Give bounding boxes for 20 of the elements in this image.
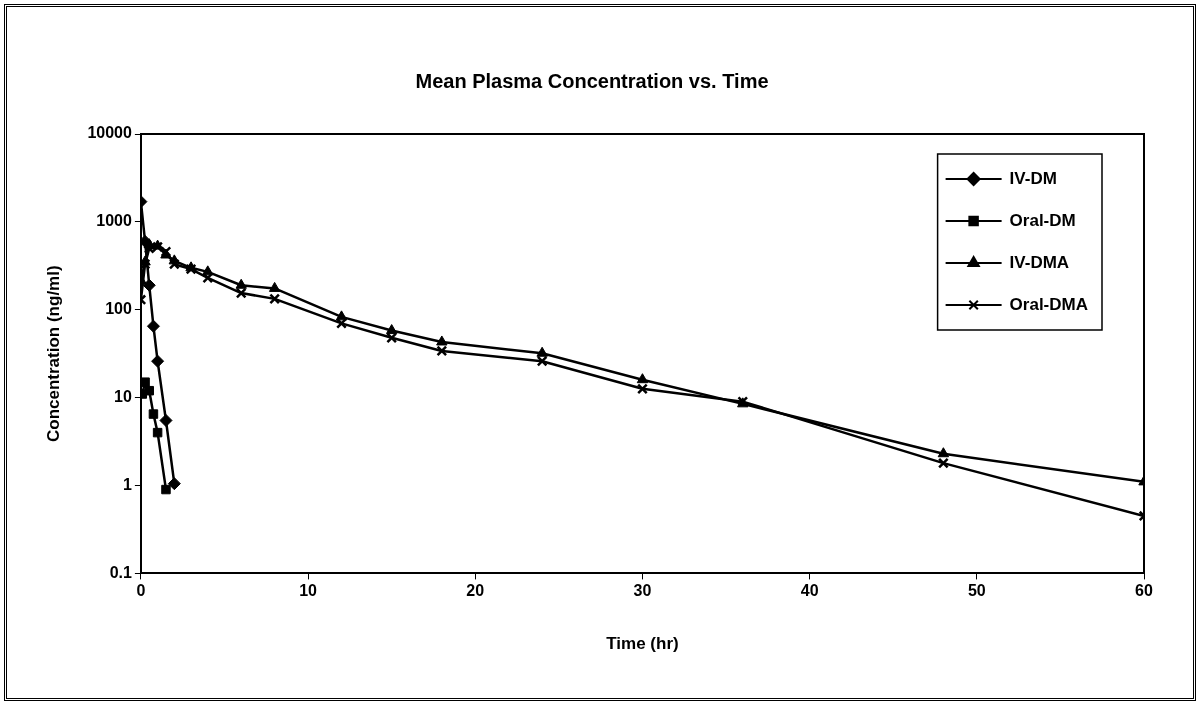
y-tick-label: 10: [114, 388, 132, 406]
legend-label: Oral-DMA: [1009, 294, 1089, 314]
y-axis-title: Concentration (ng/ml): [43, 265, 63, 442]
chart-title: Mean Plasma Concentration vs. Time: [415, 69, 769, 92]
x-tick-label: 60: [1135, 582, 1153, 600]
x-tick-label: 50: [967, 582, 986, 600]
x-tick-label: 0: [136, 582, 146, 600]
x-tick-label: 20: [466, 582, 485, 600]
y-tick-label: 1000: [96, 212, 132, 230]
x-tick-label: 40: [800, 582, 819, 600]
x-axis-title: Time (hr): [606, 634, 679, 654]
legend-label: IV-DMA: [1009, 252, 1070, 272]
legend-label: Oral-DM: [1009, 210, 1076, 230]
y-tick-label: 1: [122, 475, 132, 493]
y-tick-label: 0.1: [109, 563, 132, 581]
y-tick-label: 100: [105, 300, 132, 318]
x-tick-label: 10: [299, 582, 318, 600]
y-tick-label: 10000: [87, 124, 132, 142]
legend-label: IV-DM: [1009, 168, 1057, 188]
x-tick-label: 30: [633, 582, 652, 600]
